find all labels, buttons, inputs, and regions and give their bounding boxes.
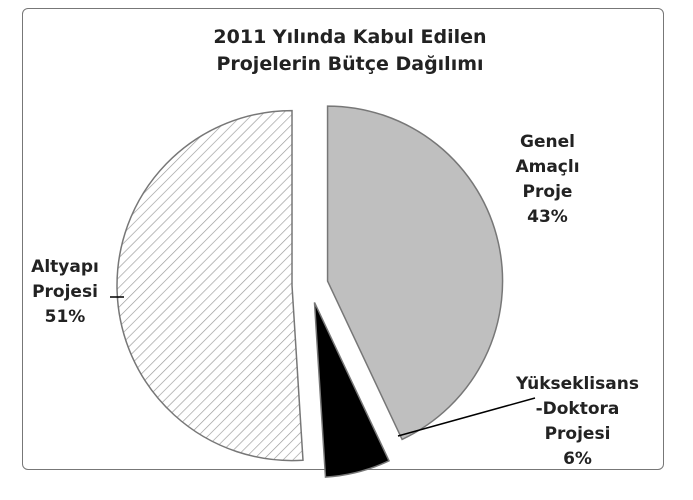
data-label: Yükseklisans -Doktora Projesi 6% [510,372,645,472]
leader-line [397,397,536,437]
data-label: Genel Amaçlı Proje 43% [500,130,595,230]
category-name: Altyapı Projesi [31,257,99,302]
data-label: Altyapı Projesi 51% [15,255,115,330]
pie-slice [326,105,504,441]
pie-slice [313,302,390,478]
category-name: Genel Amaçlı Proje [515,132,580,202]
chart-title: 2011 Yılında Kabul Edilen Projelerin Büt… [213,26,487,75]
value-label: 6% [563,449,592,469]
category-name: Yükseklisans -Doktora Projesi [516,374,639,444]
pie-slice [116,109,304,462]
value-label: 51% [44,307,86,327]
value-label: 43% [527,207,568,227]
